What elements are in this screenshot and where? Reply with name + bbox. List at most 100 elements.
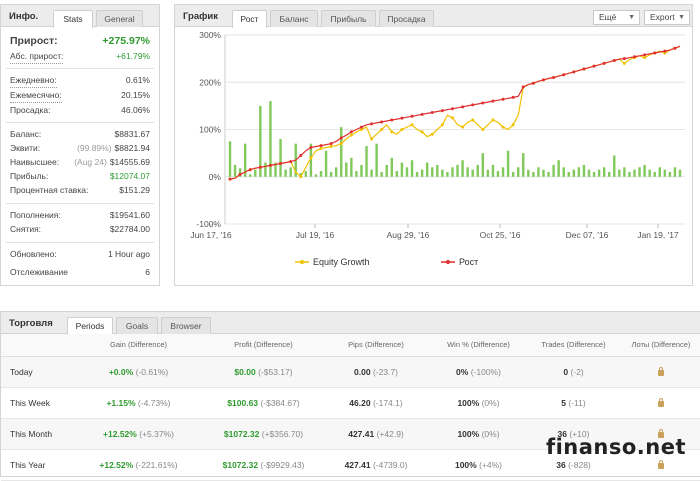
- growth-point: [329, 142, 333, 146]
- y-tick-label: -100%: [196, 219, 221, 229]
- pips-cell: 427.41 (-4739.0): [321, 449, 431, 481]
- volume-bar: [385, 164, 388, 177]
- volume-bar: [238, 168, 242, 177]
- equity-growth-point: [511, 123, 515, 127]
- growth-point: [491, 99, 495, 103]
- growth-point: [370, 122, 374, 126]
- tab-general[interactable]: General: [96, 10, 143, 27]
- volume-bar: [517, 167, 520, 177]
- pips-diff: (+42.9): [376, 428, 404, 439]
- growth-point: [319, 144, 323, 148]
- divider: [6, 242, 154, 243]
- gain-value: +12.52%: [103, 428, 137, 439]
- y-tick-label: 300%: [199, 30, 221, 40]
- growth-line: [229, 45, 681, 180]
- tab-browser[interactable]: Browser: [161, 317, 211, 334]
- volume-bar: [284, 169, 287, 177]
- equity-growth-point: [481, 128, 485, 131]
- growth-point: [258, 165, 262, 169]
- divider: [6, 122, 154, 123]
- growth-point: [643, 53, 647, 57]
- win-value: 100%: [454, 459, 477, 470]
- monthly-value: 20.15%: [121, 90, 150, 100]
- growth-point: [572, 70, 576, 74]
- growth-point: [531, 81, 535, 85]
- volume-bar: [602, 167, 606, 177]
- gain-diff: (-0.61%): [135, 366, 169, 377]
- volume-bar: [522, 153, 525, 177]
- equity-growth-point: [339, 142, 343, 146]
- lock-icon[interactable]: [658, 366, 664, 376]
- drawdown-value: 46.06%: [121, 105, 150, 115]
- lots-cell: [621, 356, 700, 388]
- pips-value: 427.41: [348, 428, 375, 439]
- abs-gain-value: +61.79%: [116, 51, 150, 61]
- deposits-value: $19541.60: [109, 210, 150, 220]
- pips-value: 46.20: [349, 397, 371, 408]
- lock-icon[interactable]: [658, 428, 664, 438]
- updated-label: Обновлено:: [10, 249, 57, 259]
- x-tick-label: Jun 17, '16: [190, 230, 232, 240]
- win-value: 0%: [456, 366, 469, 377]
- win-header: Win % (Difference): [431, 334, 526, 357]
- growth-point: [279, 162, 283, 166]
- interest-label: Процентная ставка:: [10, 185, 89, 195]
- growth-point: [653, 51, 657, 55]
- drawdown-row: Просадка: 46.06%: [10, 104, 150, 117]
- equity-growth-point: [430, 132, 434, 136]
- gain-cell: +1.15% (-4.73%): [71, 387, 206, 419]
- equity-row: Эквити: (99.89%) $8821.94: [10, 142, 150, 155]
- daily-label[interactable]: Ежедневно:: [10, 74, 57, 88]
- period-header: [1, 334, 71, 357]
- volume-bar: [542, 169, 545, 177]
- equity-growth-point: [359, 128, 363, 131]
- abs-gain-label[interactable]: Абс. прирост:: [10, 50, 64, 64]
- volume-bar: [269, 101, 272, 177]
- tab-profit[interactable]: Прибыль: [321, 10, 376, 27]
- growth-point: [582, 67, 586, 71]
- more-dropdown[interactable]: Ещё ▼: [593, 10, 640, 25]
- win-diff: (+4%): [479, 459, 503, 470]
- export-dropdown[interactable]: Export ▼: [644, 10, 690, 25]
- tab-growth[interactable]: Рост: [232, 10, 267, 28]
- volume-bar: [350, 157, 353, 177]
- growth-point: [663, 49, 667, 53]
- volume-bar: [481, 153, 485, 177]
- equity-value: $8821.94: [114, 143, 150, 153]
- tab-goals[interactable]: Goals: [116, 317, 158, 334]
- lock-icon[interactable]: [658, 459, 664, 469]
- gain-cell: +12.52% (+5.37%): [71, 418, 206, 450]
- volume-bar: [441, 169, 444, 177]
- trading-panel: Торговля Periods Goals Browser Gain (Dif…: [0, 311, 700, 481]
- volume-bar: [476, 164, 479, 177]
- equity-growth-point: [461, 125, 465, 129]
- deposits-row: Пополнения: $19541.60: [10, 209, 150, 222]
- deposits-label: Пополнения:: [10, 210, 61, 220]
- lock-icon[interactable]: [658, 397, 664, 407]
- tab-periods[interactable]: Periods: [67, 317, 113, 335]
- volume-bar: [461, 160, 464, 177]
- x-tick-label: Oct 25, '16: [480, 230, 521, 240]
- equity-growth-point: [410, 123, 414, 127]
- trades-diff: (-11): [568, 397, 586, 408]
- tab-balance[interactable]: Баланс: [270, 10, 318, 27]
- monthly-row: Ежемесячно: 20.15%: [10, 89, 150, 103]
- pips-diff: (-4739.0): [372, 459, 408, 470]
- volume-bar: [415, 172, 419, 177]
- volume-bar: [486, 169, 490, 177]
- trades-cell: 36 (+10): [526, 418, 621, 450]
- win-diff: (0%): [481, 397, 500, 408]
- win-cell: 100% (+4%): [431, 449, 526, 481]
- growth-point: [299, 153, 303, 157]
- monthly-label[interactable]: Ежемесячно:: [10, 89, 62, 103]
- table-row: This Week +1.15% (-4.73%) $100.63 (-$384.6…: [1, 387, 700, 419]
- chevron-down-icon: ▼: [678, 14, 685, 21]
- volume-bar: [628, 172, 631, 177]
- volume-bar: [471, 169, 474, 177]
- tab-stats[interactable]: Stats: [53, 10, 93, 28]
- volume-bar: [340, 127, 343, 177]
- equity-note: (99.89%): [77, 143, 112, 153]
- tab-drawdown[interactable]: Просадка: [379, 10, 434, 27]
- profit-cell: $1072.32 (+$356.70): [206, 418, 321, 450]
- updated-row: Обновлено: 1 Hour ago: [10, 248, 150, 261]
